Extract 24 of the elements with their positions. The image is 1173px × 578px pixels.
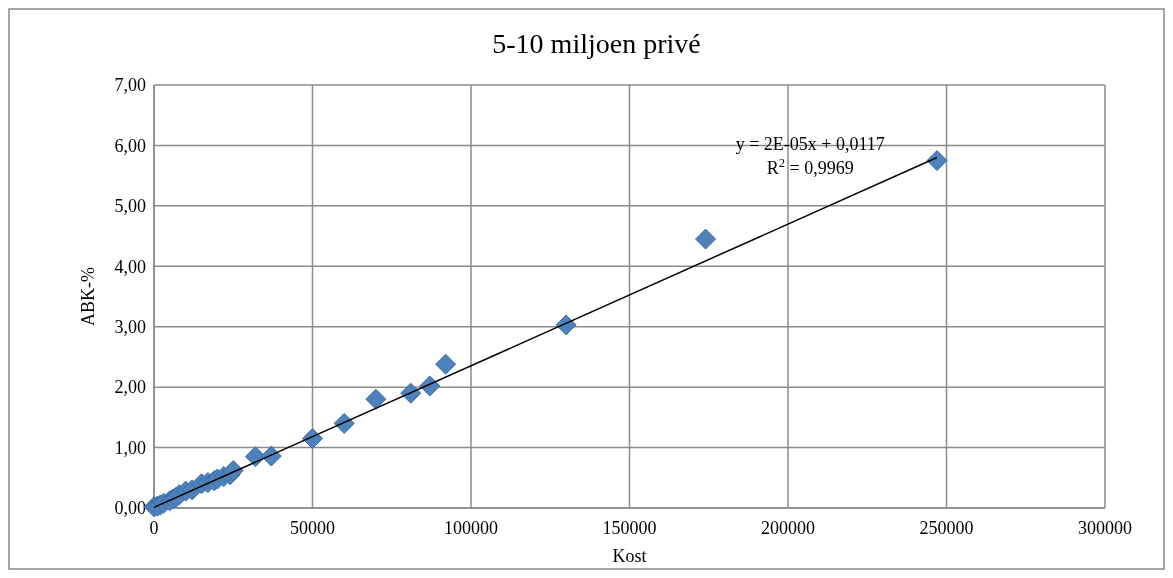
y-tick-label: 2,00 bbox=[114, 377, 146, 398]
x-tick-label: 200000 bbox=[761, 518, 815, 538]
y-tick-label: 5,00 bbox=[114, 196, 146, 217]
y-tick-label: 3,00 bbox=[114, 317, 146, 338]
point bbox=[435, 353, 457, 375]
point bbox=[695, 228, 717, 250]
annotation: R$^{2}$ = 0,9969 bbox=[766, 156, 854, 178]
point bbox=[365, 388, 387, 410]
y-tick-label: 7,00 bbox=[114, 75, 146, 96]
y-axis-title: ABK-% bbox=[78, 267, 98, 326]
x-tick-label: 300000 bbox=[1078, 518, 1132, 538]
x-tick-label: 250000 bbox=[919, 518, 974, 538]
x-axis-title: Kost bbox=[612, 546, 647, 566]
chart-title: 5-10 miljoen privé bbox=[492, 28, 701, 59]
y-tick-label: 4,00 bbox=[114, 256, 146, 277]
x-tick-label: 0 bbox=[149, 518, 159, 538]
x-tick-label: 100000 bbox=[444, 518, 498, 538]
annotation: y = 2E-05x + 0,0117 bbox=[735, 134, 885, 154]
y-tick-label: 6,00 bbox=[114, 135, 146, 156]
x-tick-label: 150000 bbox=[602, 518, 657, 538]
x-tick-label: 50000 bbox=[290, 518, 335, 538]
y-tick-label: 1,00 bbox=[114, 437, 146, 458]
y-tick-label: 0,00 bbox=[114, 498, 146, 519]
point bbox=[926, 150, 948, 172]
